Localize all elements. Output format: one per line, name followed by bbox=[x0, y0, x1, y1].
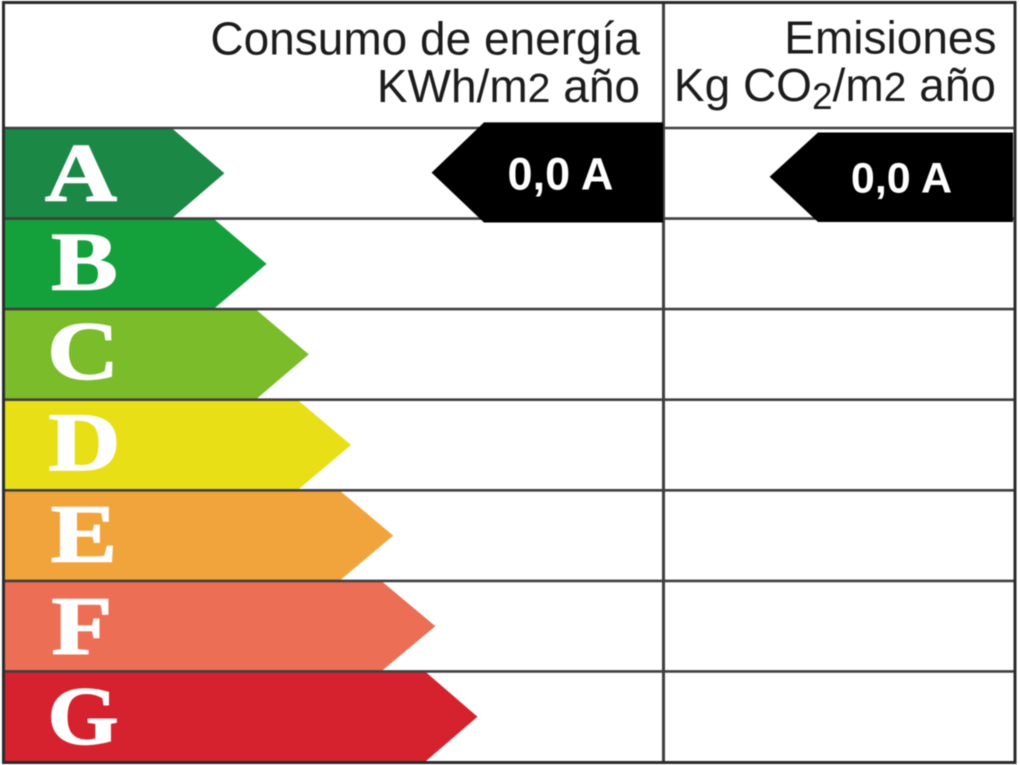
svg-text:C: C bbox=[47, 304, 119, 396]
svg-text:0,0 A: 0,0 A bbox=[851, 154, 952, 202]
svg-text:KWh/m2 año: KWh/m2 año bbox=[377, 60, 640, 112]
svg-text:F: F bbox=[52, 579, 113, 671]
svg-text:Emisiones: Emisiones bbox=[784, 11, 996, 63]
svg-text:Kg CO2/m2 año: Kg CO2/m2 año bbox=[674, 59, 996, 117]
svg-text:B: B bbox=[51, 215, 117, 307]
svg-text:G: G bbox=[48, 669, 119, 761]
svg-text:Consumo de energía: Consumo de energía bbox=[210, 13, 640, 65]
svg-text:A: A bbox=[45, 126, 117, 218]
svg-text:E: E bbox=[51, 487, 117, 579]
svg-text:D: D bbox=[49, 396, 121, 488]
svg-text:0,0 A: 0,0 A bbox=[508, 149, 614, 200]
